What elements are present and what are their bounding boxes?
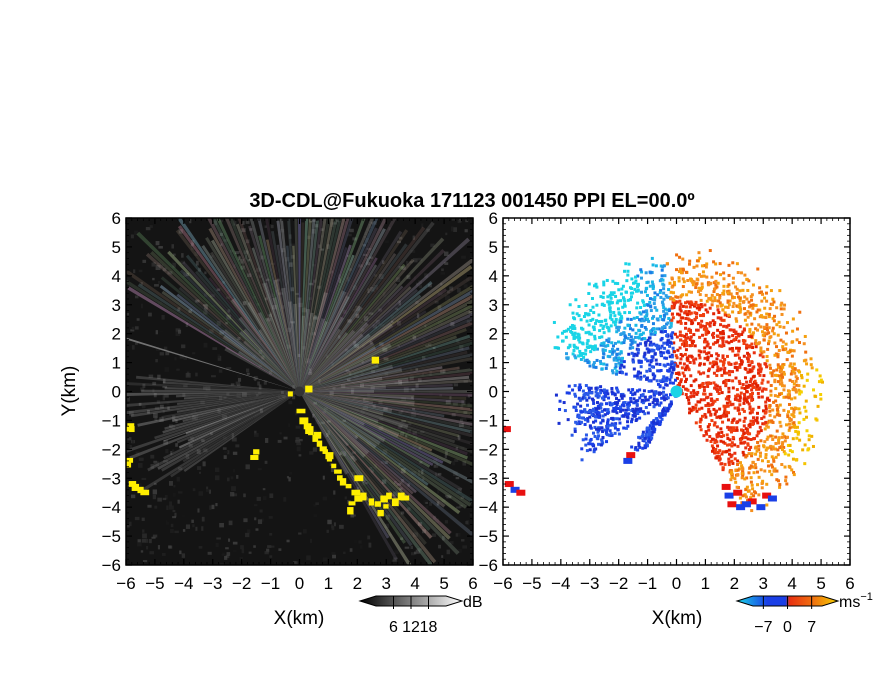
y-tick-label: −1: [102, 411, 121, 430]
y-tick-label: 4: [489, 267, 498, 286]
figure-title: 3D-CDL@Fukuoka 171123 001450 PPI EL=00.0…: [249, 190, 694, 212]
y-tick-label: 5: [489, 238, 498, 257]
y-tick-label: 1: [112, 354, 121, 373]
colorbar-tick-label: 6: [389, 619, 398, 636]
colorbar-tick-label: 18: [420, 619, 438, 636]
colorbar-tick-label: 0: [783, 619, 792, 636]
y-tick-label: 2: [112, 325, 121, 344]
x-tick-label: 5: [816, 574, 825, 593]
x-tick-label: −4: [551, 574, 570, 593]
x-tick-label: 4: [410, 574, 419, 593]
x-tick-label: 4: [787, 574, 796, 593]
x-tick-label: 0: [672, 574, 681, 593]
left-colorbar-ticks: 6 12 18: [389, 596, 438, 636]
y-tick-label: 4: [112, 267, 121, 286]
x-tick-label: −1: [638, 574, 657, 593]
x-tick-label: −4: [174, 574, 193, 593]
radar-site: [670, 385, 683, 398]
radar-site: [294, 386, 305, 397]
reflectivity-beams: [126, 218, 473, 565]
x-tick-label: 3: [759, 574, 768, 593]
velocity-field: [552, 249, 824, 513]
x-tick-label: 1: [324, 574, 333, 593]
y-tick-label: 3: [489, 296, 498, 315]
y-tick-label: 6: [489, 209, 498, 228]
y-tick-label: 0: [112, 383, 121, 402]
left-colorbar-unit: dB: [463, 594, 483, 611]
y-tick-label: −5: [479, 527, 498, 546]
x-tick-label: 6: [468, 574, 477, 593]
y-tick-label: 2: [489, 325, 498, 344]
x-tick-label: −3: [203, 574, 222, 593]
x-tick-label: −2: [232, 574, 251, 593]
x-tick-label: 2: [730, 574, 739, 593]
x-tick-label: −3: [580, 574, 599, 593]
colorbar-tick-label: 7: [807, 619, 816, 636]
velocity-clutter: [503, 426, 777, 511]
left-colorbar: 6 12 18 dB: [358, 594, 483, 636]
y-tick-label: −2: [102, 440, 121, 459]
right-plot-content: [503, 249, 824, 513]
x-tick-label: 2: [353, 574, 362, 593]
x-tick-label: −2: [609, 574, 628, 593]
background-noise: [126, 218, 473, 565]
x-tick-label: −5: [145, 574, 164, 593]
left-x-axis-label: X(km): [274, 608, 325, 629]
left-plot-content: [126, 218, 473, 565]
x-tick-label: −1: [261, 574, 280, 593]
x-tick-label: 0: [295, 574, 304, 593]
y-tick-label: 3: [112, 296, 121, 315]
y-tick-label: 5: [112, 238, 121, 257]
x-tick-label: 6: [845, 574, 854, 593]
right-colorbar-unit: ms−1: [839, 591, 873, 611]
clutter-flags: [126, 356, 410, 517]
x-tick-label: −5: [522, 574, 541, 593]
y-tick-label: 6: [112, 209, 121, 228]
y-tick-label: −2: [479, 440, 498, 459]
y-tick-label: −6: [102, 556, 121, 575]
y-tick-label: −4: [479, 498, 498, 517]
right-colorbar-ticks: −7 0 7: [754, 596, 816, 636]
y-tick-label: −3: [102, 469, 121, 488]
y-tick-label: −6: [479, 556, 498, 575]
y-tick-label: −1: [479, 411, 498, 430]
x-tick-label: −6: [116, 574, 135, 593]
right-x-axis-label: X(km): [652, 608, 703, 629]
colorbar-tick-label: 12: [402, 619, 420, 636]
x-tick-label: 5: [439, 574, 448, 593]
left-y-axis-label: Y(km): [59, 366, 80, 417]
y-tick-label: 0: [489, 383, 498, 402]
y-tick-label: 1: [489, 354, 498, 373]
y-tick-label: −5: [102, 527, 121, 546]
x-tick-label: −6: [493, 574, 512, 593]
colorbar-tick-label: −7: [754, 619, 772, 636]
x-tick-label: 1: [701, 574, 710, 593]
x-tick-label: 3: [382, 574, 391, 593]
y-tick-label: −4: [102, 498, 121, 517]
right-colorbar: −7 0 7 ms−1: [735, 591, 873, 636]
right-colorbar-unit-exponent: −1: [860, 591, 873, 603]
y-tick-label: −3: [479, 469, 498, 488]
